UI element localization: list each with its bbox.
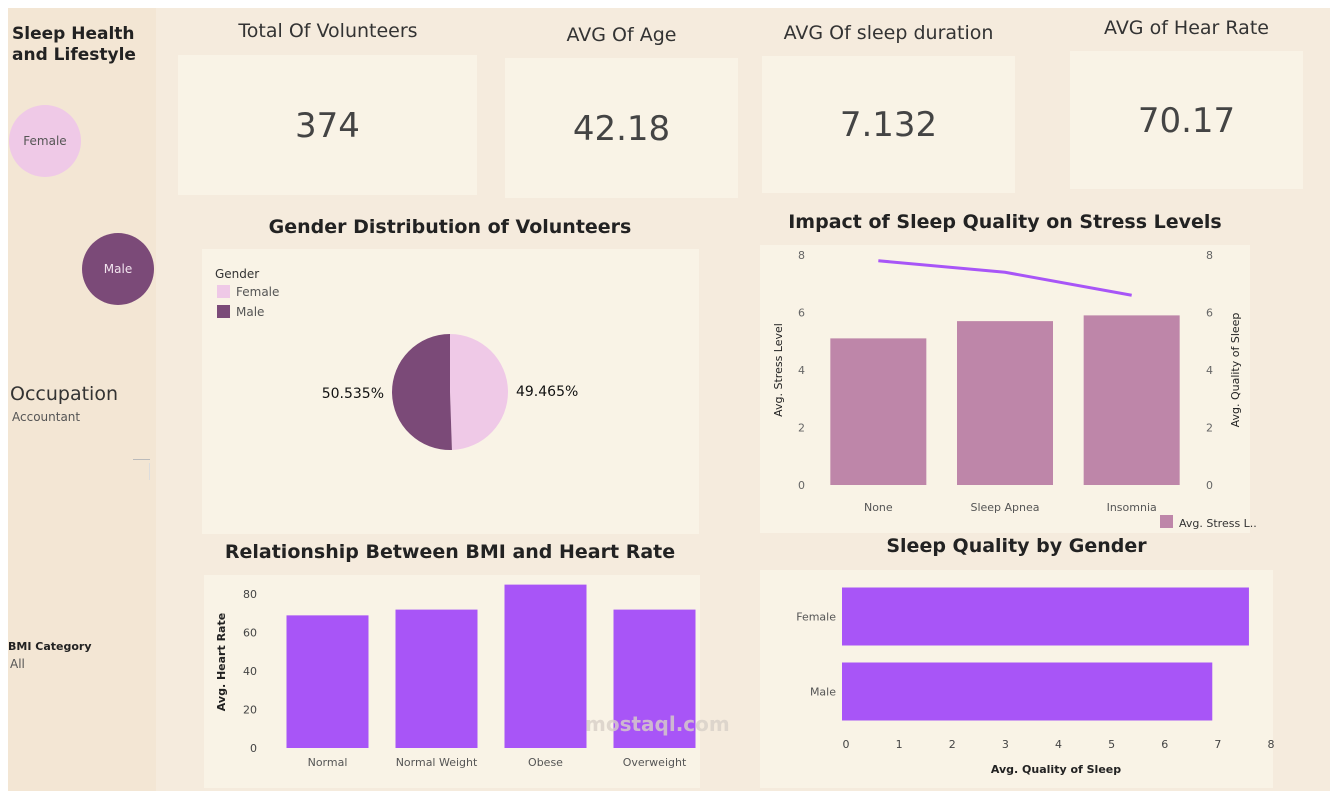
stress-ytick-left: 0 — [798, 479, 805, 492]
occupation-filter-label: Occupation — [10, 383, 118, 405]
bmi-ytick: 20 — [243, 704, 257, 717]
kpi-card-age — [505, 58, 738, 198]
gender-xtick: 5 — [1108, 738, 1115, 751]
gender-xlabel: Avg. Quality of Sleep — [991, 763, 1121, 776]
gender-xtick: 3 — [1002, 738, 1009, 751]
pie-legend-swatch-female — [217, 285, 230, 298]
kpi-card-volunteers — [178, 55, 477, 195]
kpi-title-age: AVG Of Age — [566, 24, 677, 46]
bmi-ytick: 60 — [243, 627, 257, 640]
stress-bar — [830, 338, 927, 485]
stress-xtick: Insomnia — [1107, 501, 1157, 514]
pie-legend-label-female: Female — [236, 285, 279, 299]
chart-title-bmi-heart: Relationship Between BMI and Heart Rate — [224, 541, 676, 563]
pie-slice-male — [391, 334, 452, 450]
gender-xtick: 8 — [1268, 738, 1275, 751]
stress-ytick-right: 6 — [1206, 307, 1213, 320]
gender-filter-female[interactable]: Female — [9, 105, 81, 177]
bmi-bar — [613, 609, 696, 748]
stress-ytick-left: 6 — [798, 307, 805, 320]
stress-ytick-right: 2 — [1206, 422, 1213, 435]
kpi-title-volunteers: Total Of Volunteers — [238, 20, 418, 42]
stress-quality-line — [878, 259, 1132, 297]
bmi-xtick: Normal — [308, 756, 348, 769]
watermark: mostaql.com — [585, 712, 730, 736]
stress-legend-label: Avg. Stress L.. — [1179, 517, 1257, 530]
slider-track[interactable] — [133, 459, 150, 460]
stress-bar — [957, 321, 1053, 485]
stress-ytick-right: 0 — [1206, 479, 1213, 492]
dashboard-title: Sleep Health and Lifestyle — [12, 24, 136, 65]
gender-bar — [842, 587, 1249, 646]
kpi-value-volunteers: 374 — [295, 106, 360, 146]
bmi-bar — [395, 609, 478, 748]
bmi-filter-label: BMI Category — [8, 640, 92, 653]
gender-xtick: 7 — [1214, 738, 1221, 751]
pie-chart: Gender Female Male 49.465% 50.535% — [215, 267, 578, 450]
kpi-card-heart-rate — [1070, 51, 1303, 189]
bmi-ytick: 0 — [250, 742, 257, 755]
bmi-xtick: Obese — [528, 756, 563, 769]
gender-xtick: 4 — [1055, 738, 1062, 751]
bmi-xtick: Normal Weight — [396, 756, 478, 769]
stress-ylabel-right: Avg. Quality of Sleep — [1229, 313, 1242, 428]
chart-title-sleep-stress: Impact of Sleep Quality on Stress Levels — [788, 211, 1222, 233]
gender-bar — [842, 662, 1213, 721]
occupation-filter-value[interactable]: Accountant — [12, 410, 81, 424]
kpi-value-age: 42.18 — [572, 109, 671, 149]
stress-ytick-right: 8 — [1206, 249, 1213, 262]
stress-bar — [1083, 315, 1180, 485]
kpi-title-heart-rate: AVG of Hear Rate — [1104, 17, 1269, 39]
pie-slice-female — [450, 334, 508, 450]
bmi-xtick: Overweight — [623, 756, 687, 769]
gender-xtick: 1 — [896, 738, 903, 751]
pie-legend-title: Gender — [215, 267, 259, 281]
stress-xtick: Sleep Apnea — [970, 501, 1039, 514]
pie-legend-label-male: Male — [236, 305, 264, 319]
kpi-card-sleep-duration — [762, 56, 1015, 193]
gender-sleep-chart: 0 1 2 3 4 5 6 7 8 Avg. Quality of Sleep Female Male — [796, 587, 1275, 776]
bmi-bar — [286, 615, 369, 748]
gender-filter-male[interactable]: Male — [82, 233, 154, 305]
chart-title-sleep-gender: Sleep Quality by Gender — [886, 535, 1147, 557]
stress-chart: 0 0 2 2 4 4 6 6 8 8 Avg. Stress Level Avg. Quality … — [772, 249, 1257, 530]
gender-ytick: Male — [810, 686, 836, 699]
stress-xtick: None — [864, 501, 893, 514]
stress-ylabel-left: Avg. Stress Level — [772, 323, 785, 417]
kpi-value-sleep-duration: 7.132 — [839, 105, 938, 145]
gender-xtick: 6 — [1161, 738, 1168, 751]
slider-handle[interactable] — [149, 463, 150, 480]
pie-legend-swatch-male — [217, 305, 230, 318]
stress-legend-swatch — [1160, 515, 1173, 528]
bmi-bar — [504, 584, 587, 748]
kpi-title-sleep-duration: AVG Of sleep duration — [783, 22, 994, 44]
kpi-value-heart-rate: 70.17 — [1137, 101, 1236, 141]
pie-label-male: 50.535% — [322, 386, 384, 402]
stress-ytick-right: 4 — [1206, 364, 1213, 377]
bmi-ytick: 40 — [243, 665, 257, 678]
bmi-filter-value[interactable]: All — [10, 657, 25, 671]
chart-title-gender-distribution: Gender Distribution of Volunteers — [268, 216, 632, 238]
gender-xtick: 2 — [949, 738, 956, 751]
gender-ytick: Female — [796, 611, 836, 624]
stress-ytick-left: 2 — [798, 422, 805, 435]
bmi-ytick: 80 — [243, 588, 257, 601]
pie-label-female: 49.465% — [516, 384, 578, 400]
bmi-ylabel: Avg. Heart Rate — [215, 613, 228, 711]
gender-xtick: 0 — [843, 738, 850, 751]
stress-ytick-left: 4 — [798, 364, 805, 377]
stress-ytick-left: 8 — [798, 249, 805, 262]
bmi-chart: 0 20 40 60 80 Avg. Heart Rate Normal Normal Wei… — [215, 584, 696, 769]
